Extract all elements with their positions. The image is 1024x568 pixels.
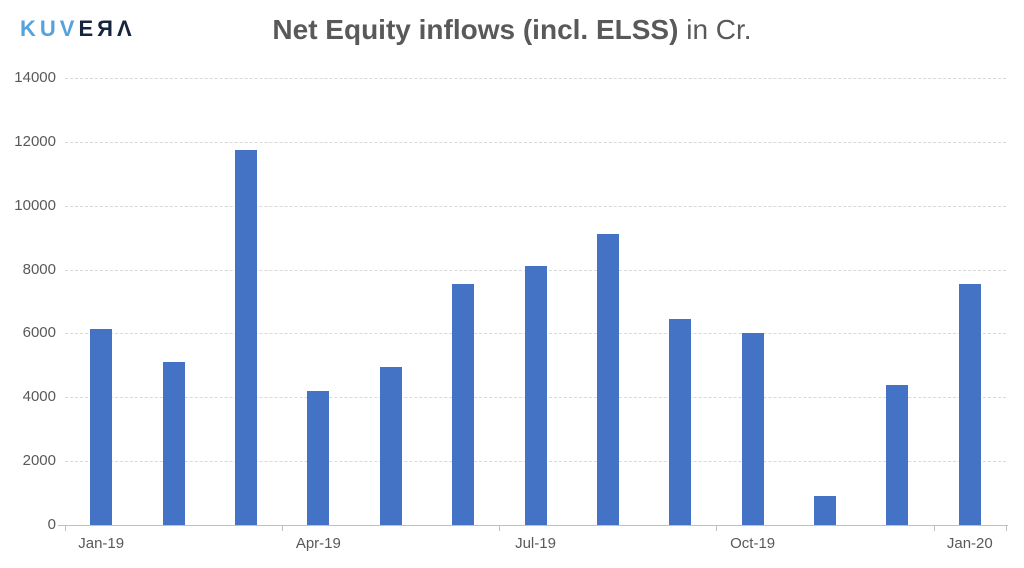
x-axis-tick-3 [716,526,718,531]
bar-jan-20 [958,283,981,525]
y-axis-label-8000: 8000 [22,260,56,278]
logo-text-kuv: KUV [20,16,79,41]
bar-sep-19 [669,319,692,525]
x-axis-label-jan-20: Jan-20 [946,535,993,552]
bar-mar-19 [234,149,257,525]
chart-title-main: Net Equity inflows (incl. ELSS) [272,14,679,45]
bar-jun-19 [452,283,475,525]
x-axis-tick-0 [65,526,66,531]
bar-may-19 [379,366,402,525]
x-axis-label-oct-19: Oct-19 [730,535,776,552]
chart-title: Net Equity inflows (incl. ELSS) in Cr. [0,14,1024,46]
y-axis-label-6000: 6000 [22,324,56,342]
y-axis-label-14000: 14000 [14,69,56,86]
logo-text-era: EЯΛ [78,16,136,41]
bar-jan-19 [90,328,113,525]
bar-nov-19 [814,496,837,525]
x-axis-tick-1 [282,526,284,531]
x-axis-tick-4 [933,526,935,531]
y-axis-label-2000: 2000 [22,452,56,470]
bar-feb-19 [162,362,185,525]
bar-oct-19 [741,333,764,525]
x-axis-tick-5 [1006,526,1007,531]
gridline-12000 [65,141,1006,143]
gridline-10000 [65,205,1006,207]
y-axis-label-12000: 12000 [14,132,56,150]
gridline-14000 [65,78,1006,79]
x-axis-line [58,525,1008,526]
bar-dec-19 [886,384,909,525]
bar-aug-19 [596,234,619,525]
x-axis-label-apr-19: Apr-19 [295,535,341,552]
kuvera-logo: KUVEЯΛ [20,16,136,42]
y-axis-label-0: 0 [47,516,56,533]
bar-jul-19 [524,266,547,525]
chart-title-suffix: in Cr. [678,14,752,45]
x-axis-label-jan-19: Jan-19 [78,535,125,552]
bar-apr-19 [307,390,330,525]
y-axis-label-10000: 10000 [14,196,56,214]
x-axis-label-jul-19: Jul-19 [515,535,556,552]
y-axis-label-4000: 4000 [22,388,56,406]
x-axis-tick-2 [499,526,501,531]
